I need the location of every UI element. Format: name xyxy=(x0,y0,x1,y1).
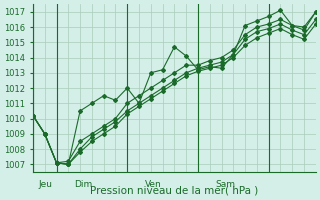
Text: Dim: Dim xyxy=(74,180,92,189)
X-axis label: Pression niveau de la mer( hPa ): Pression niveau de la mer( hPa ) xyxy=(90,186,259,196)
Text: Jeu: Jeu xyxy=(39,180,53,189)
Text: Ven: Ven xyxy=(145,180,162,189)
Text: Sam: Sam xyxy=(216,180,236,189)
